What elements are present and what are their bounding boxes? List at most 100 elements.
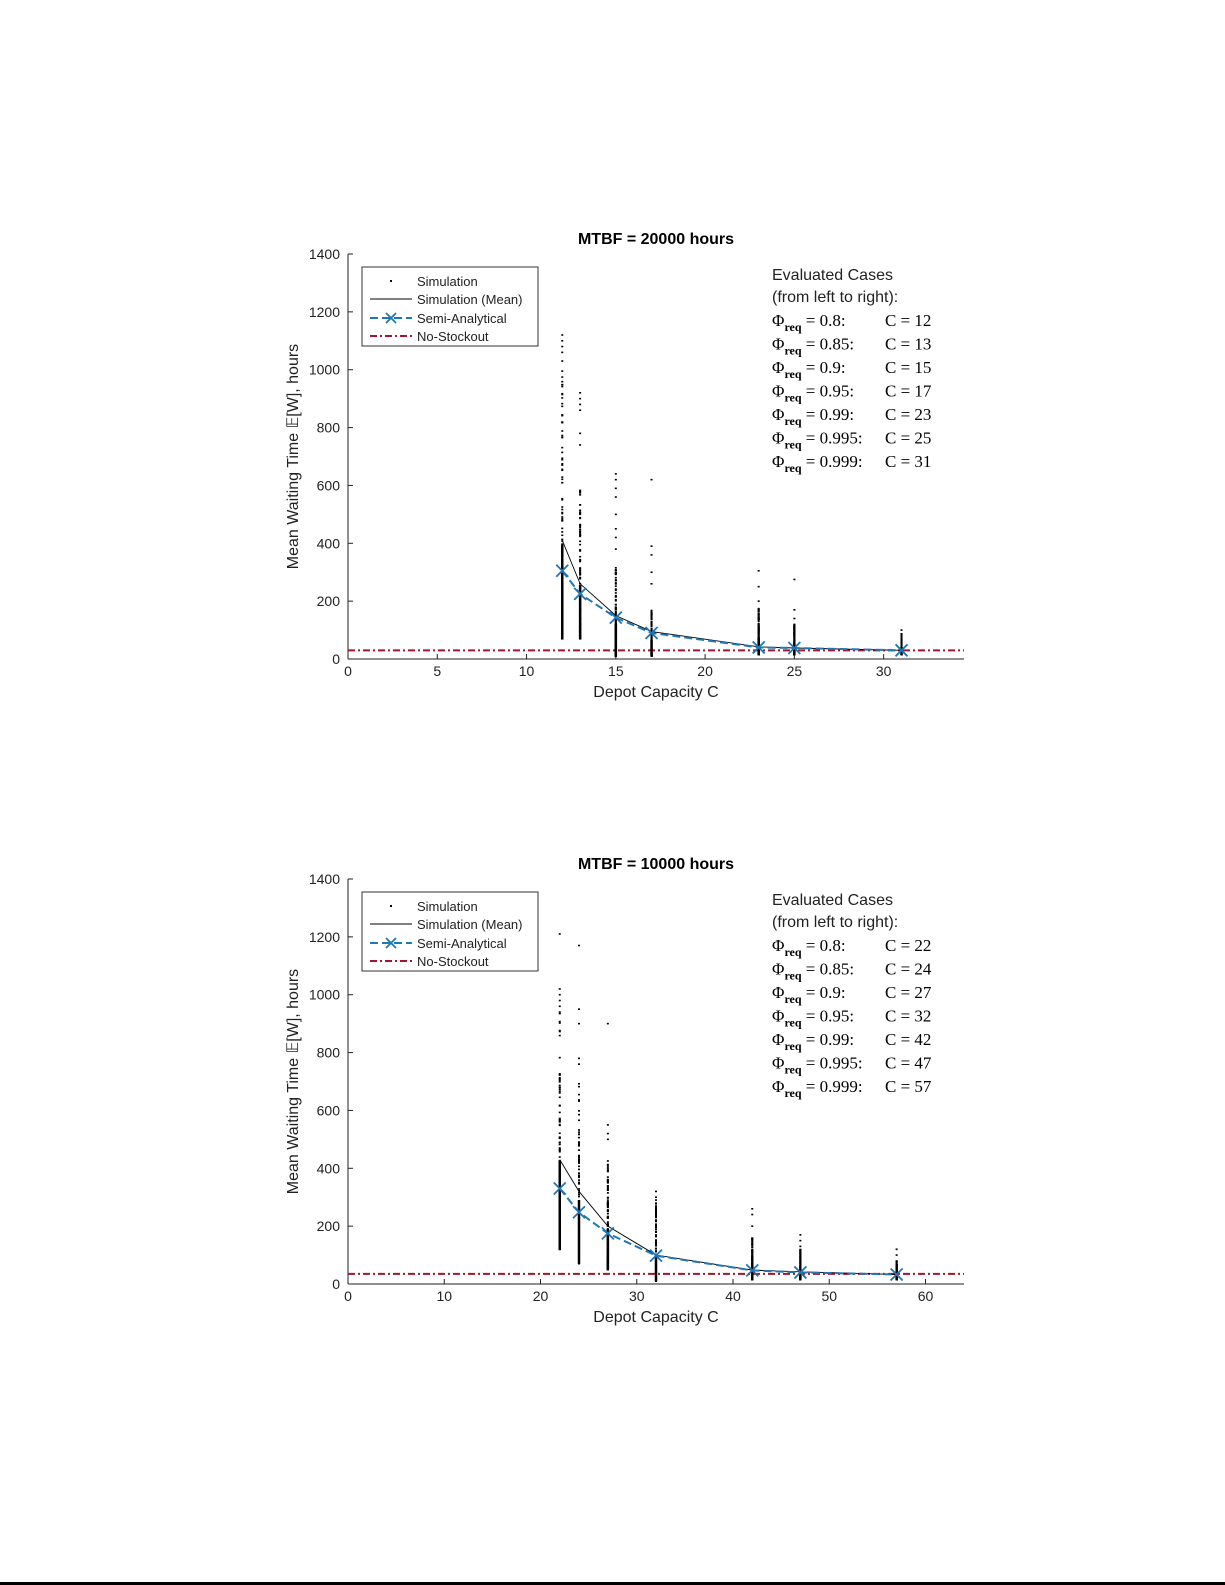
- simulation-point: [614, 606, 617, 609]
- simulation-point: [614, 576, 617, 579]
- simulation-point: [793, 627, 796, 629]
- capacity-value: C = 17: [885, 382, 932, 401]
- x-axis-label: Depot Capacity C: [593, 1309, 718, 1326]
- simulation-point: [799, 1248, 802, 1251]
- simulation-point: [751, 1238, 754, 1241]
- simulation-point: [614, 612, 617, 615]
- simulation-point: [558, 1156, 561, 1158]
- simulation-point: [561, 376, 564, 378]
- simulation-point: [558, 1029, 561, 1032]
- legend-simulation-label: Simulation: [417, 899, 478, 914]
- semi-analytical-marker-stroke: [555, 564, 569, 578]
- simulation-point: [614, 592, 617, 594]
- simulation-point: [578, 1082, 580, 1085]
- simulation-point: [561, 434, 564, 437]
- simulation-point-outlier: [655, 1196, 657, 1199]
- simulation-point-outlier: [578, 1063, 580, 1065]
- simulation-point: [614, 589, 617, 592]
- simulation-points-17: [650, 478, 653, 657]
- simulation-point-outlier: [655, 1199, 657, 1201]
- simulation-point: [799, 1250, 802, 1253]
- simulation-point: [793, 623, 796, 626]
- simulation-point: [579, 540, 582, 543]
- simulation-point: [650, 638, 653, 640]
- simulation-point-outlier: [606, 1138, 609, 1141]
- simulation-point: [558, 1022, 561, 1024]
- simulation-points-24: [577, 944, 581, 1265]
- simulation-point: [558, 1149, 561, 1151]
- capacity-value: C = 57: [885, 1077, 932, 1096]
- x-axis-label: Depot Capacity C: [593, 684, 718, 701]
- simulation-point: [650, 623, 653, 626]
- semi-analytical-marker-stroke: [787, 641, 802, 655]
- simulation-point: [757, 620, 760, 622]
- simulation-point: [793, 625, 796, 627]
- simulation-point-outlier: [614, 473, 617, 475]
- simulation-points-25: [793, 578, 796, 656]
- evaluated-cases-annotation: Evaluated Cases (from left to right): Φreq…: [772, 892, 932, 1100]
- simulation-point-outlier: [650, 545, 653, 547]
- simulation-point: [900, 642, 903, 645]
- simulation-point: [895, 1269, 898, 1272]
- legend-semi-analytical-marker: [385, 937, 397, 949]
- simulation-point: [561, 478, 564, 481]
- capacity-value: C = 15: [885, 358, 931, 377]
- phi-value: = 0.995:: [802, 1054, 863, 1073]
- simulation-point: [579, 512, 582, 515]
- phi-subscript: req: [784, 1063, 801, 1077]
- simulation-point: [579, 535, 582, 538]
- simulation-point: [799, 1266, 802, 1269]
- semi-analytical-marker: [644, 626, 659, 640]
- phi-value: = 0.95:: [802, 382, 855, 401]
- simulation-point: [578, 1143, 580, 1145]
- simulation-point: [655, 1239, 657, 1242]
- x-tick-label: 10: [519, 663, 535, 679]
- phi-symbol: Φ: [772, 1007, 784, 1026]
- chart-title: MTBF = 20000 hours: [578, 231, 734, 248]
- simulation-point: [579, 549, 582, 551]
- simulation-point: [650, 622, 653, 625]
- annotation-case-row: Φreq = 0.9:: [772, 358, 846, 381]
- simulation-point: [561, 468, 564, 471]
- phi-value: = 0.9:: [802, 358, 846, 377]
- simulation-point: [561, 527, 564, 530]
- simulation-point: [757, 636, 760, 639]
- simulation-point-outlier: [606, 1022, 609, 1025]
- simulation-points-13: [578, 392, 582, 640]
- simulation-point-outlier: [579, 392, 582, 394]
- phi-symbol: Φ: [772, 936, 784, 955]
- simulation-point: [561, 430, 564, 432]
- simulation-point: [606, 1179, 609, 1181]
- simulation-point: [606, 1196, 609, 1199]
- simulation-point: [558, 1092, 561, 1094]
- simulation-point-outlier: [751, 1207, 754, 1210]
- semi-analytical-marker: [793, 1265, 808, 1280]
- legend-semi-analytical-label: Semi-Analytical: [417, 311, 507, 326]
- simulation-point-outlier: [558, 999, 561, 1002]
- simulation-point: [561, 519, 564, 522]
- simulation-point: [579, 573, 582, 576]
- simulation-point-outlier: [895, 1254, 898, 1256]
- simulation-point: [561, 383, 564, 386]
- simulation-point: [561, 414, 564, 417]
- simulation-point: [606, 1203, 609, 1205]
- simulation-point: [579, 560, 582, 563]
- simulation-point: [558, 1084, 561, 1087]
- simulation-point: [799, 1267, 802, 1270]
- annotation-case-row: Φreq = 0.95:: [772, 382, 854, 405]
- x-tick-label: 0: [344, 1288, 352, 1304]
- legend-simulation-marker: [390, 905, 392, 907]
- simulation-point: [655, 1206, 657, 1209]
- simulation-point: [561, 393, 564, 396]
- semi-analytical-marker-stroke: [894, 643, 909, 657]
- simulation-point: [751, 1257, 754, 1259]
- simulation-point-outlier: [757, 600, 760, 602]
- simulation-point: [606, 1224, 609, 1226]
- simulation-point-outlier: [799, 1239, 802, 1242]
- simulation-point: [757, 624, 760, 626]
- simulation-point: [561, 421, 564, 423]
- simulation-point: [561, 497, 564, 500]
- y-tick-label: 1200: [309, 304, 340, 320]
- simulation-point: [578, 1110, 580, 1112]
- simulation-point: [579, 530, 582, 533]
